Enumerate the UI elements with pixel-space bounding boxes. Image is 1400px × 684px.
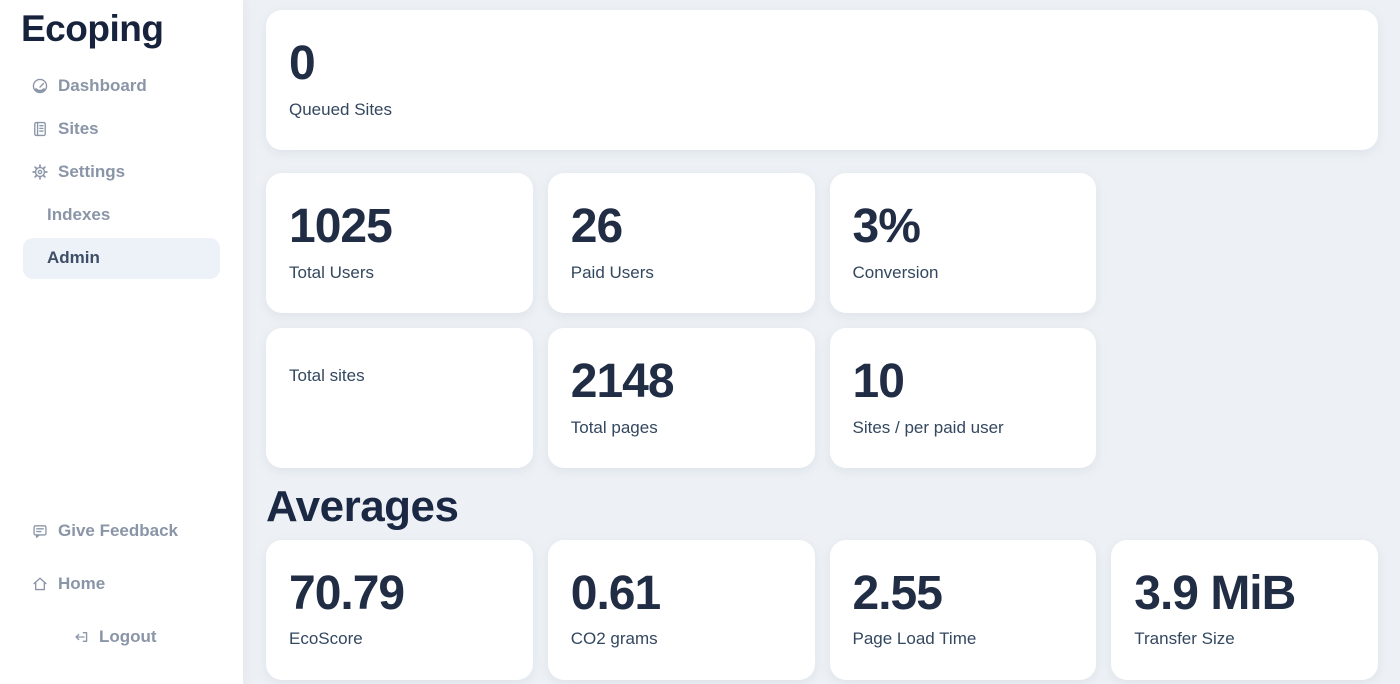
sidebar-item-label: Give Feedback [58, 521, 179, 540]
grid-spacer [1111, 173, 1378, 313]
sidebar-item-label: Dashboard [58, 76, 147, 96]
stat-value: 0.61 [570, 566, 661, 620]
stat-value: 3.9 MiB [1134, 566, 1296, 620]
sidebar-item-settings[interactable]: Settings [0, 151, 243, 194]
stat-value: 2.55 [852, 566, 943, 620]
stat-card-ecoscore: 70.79 EcoScore [266, 539, 533, 680]
stat-label: Total pages [570, 417, 658, 437]
stat-card-queued-sites: 0 Queued Sites [266, 10, 1378, 150]
stat-value: 2148 [570, 355, 675, 408]
stat-label: CO2 grams [570, 629, 658, 649]
logout-icon [72, 628, 90, 646]
stat-label: EcoScore [289, 629, 363, 649]
stat-value: 70.79 [289, 566, 405, 620]
averages-heading: Averages [266, 482, 459, 531]
sidebar: Ecoping Dashboard Sites [0, 0, 243, 684]
stat-label: Total Users [289, 262, 375, 282]
sidebar-item-give-feedback[interactable]: Give Feedback [0, 516, 243, 546]
gear-icon [31, 163, 49, 181]
stat-value: 26 [570, 200, 623, 253]
sidebar-item-dashboard[interactable]: Dashboard [0, 65, 243, 108]
stat-value: 0 [289, 37, 316, 90]
gauge-icon [31, 77, 49, 95]
dashboard-main: 0 Queued Sites 1025 Total Users 26 Paid … [243, 0, 1400, 684]
journal-icon [31, 120, 49, 138]
sidebar-item-logout[interactable]: Logout [0, 622, 243, 652]
stat-card-sites-per-paid-user: 10 Sites / per paid user [829, 328, 1097, 468]
stat-label: Transfer Size [1134, 629, 1235, 649]
sidebar-item-sites[interactable]: Sites [0, 108, 243, 151]
sidebar-item-label: Sites [58, 119, 99, 139]
sidebar-spacer [0, 280, 243, 516]
sidebar-nav: Dashboard Sites Settings [0, 65, 243, 280]
stat-card-page-load-time: 2.55 Page Load Time [829, 539, 1097, 680]
stat-value: 3% [852, 200, 921, 253]
home-icon [31, 575, 49, 593]
averages-grid: 70.79 EcoScore 0.61 CO2 grams 2.55 Page … [266, 539, 1378, 680]
sidebar-item-label: Home [58, 574, 106, 593]
stats-grid: 1025 Total Users 26 Paid Users 3% Conver… [266, 173, 1378, 468]
stat-card-transfer-size: 3.9 MiB Transfer Size [1111, 539, 1378, 680]
stat-card-total-users: 1025 Total Users [266, 173, 533, 313]
sidebar-item-admin[interactable]: Admin [23, 237, 220, 279]
stat-card-total-pages: 2148 Total pages [547, 328, 815, 468]
sidebar-item-indexes[interactable]: Indexes [0, 194, 243, 237]
stat-label: Page Load Time [852, 629, 977, 649]
stat-label: Conversion [852, 262, 939, 282]
sidebar-item-label: Indexes [47, 205, 111, 225]
stat-card-total-sites: Total sites [266, 328, 533, 468]
stat-card-conversion: 3% Conversion [829, 173, 1097, 313]
stat-label: Queued Sites [289, 99, 393, 119]
stat-value: 1025 [289, 200, 393, 253]
feedback-icon [31, 522, 49, 540]
sidebar-item-label: Admin [47, 248, 100, 268]
stat-card-paid-users: 26 Paid Users [547, 173, 815, 313]
stat-value: 10 [852, 355, 905, 408]
stat-label: Total sites [289, 366, 365, 385]
sidebar-item-home[interactable]: Home [0, 569, 243, 599]
app-logo: Ecoping [21, 8, 164, 49]
stat-label: Sites / per paid user [852, 417, 1004, 437]
sidebar-item-label: Settings [58, 162, 126, 182]
sidebar-footer-nav: Give Feedback Home Logout [0, 516, 243, 652]
sidebar-item-label: Logout [99, 627, 157, 646]
stat-label: Paid Users [570, 262, 654, 282]
stat-card-co2-grams: 0.61 CO2 grams [547, 539, 815, 680]
